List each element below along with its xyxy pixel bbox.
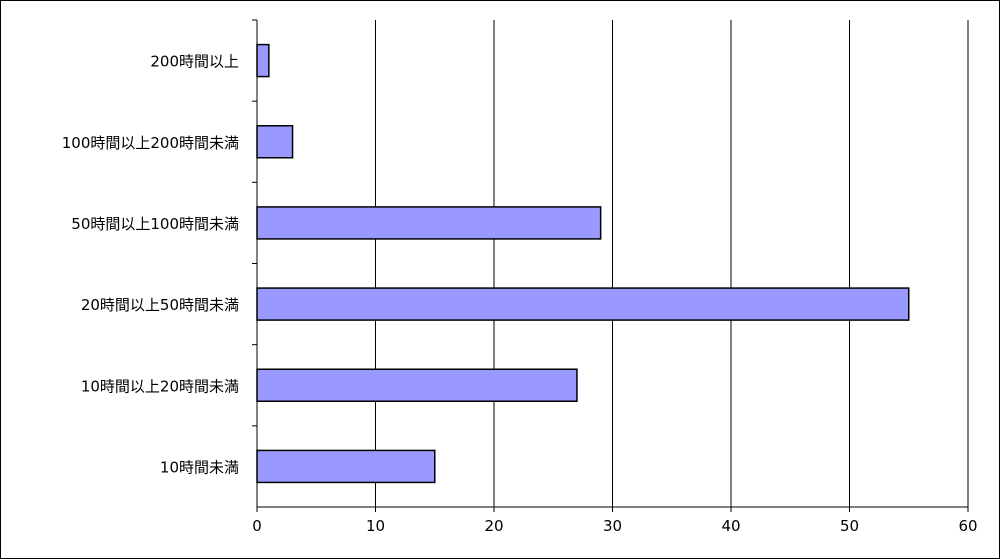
x-tick-label: 10	[366, 517, 385, 535]
category-label: 50時間以上100時間未満	[71, 215, 239, 233]
bar-3	[256, 287, 910, 321]
x-tick-label: 50	[840, 517, 859, 535]
x-tick-label: 0	[252, 517, 262, 535]
bar-2	[256, 206, 602, 240]
category-label: 20時間以上50時間未満	[81, 296, 239, 314]
bar-0	[256, 43, 270, 78]
bar-4	[256, 368, 578, 402]
tick-labels: 0 10 20 30 40 50 60 200時間以上 100時間以上200時間未満 50時間以上…	[62, 53, 978, 535]
x-tick-label: 20	[484, 517, 503, 535]
axes	[252, 19, 969, 512]
x-tick-label: 60	[958, 517, 977, 535]
bar-1	[256, 125, 294, 159]
x-tick-label: 30	[603, 517, 622, 535]
category-label: 10時間未満	[160, 458, 239, 476]
category-label: 100時間以上200時間未満	[62, 134, 239, 152]
category-label: 10時間以上20時間未満	[81, 377, 239, 395]
bars	[256, 43, 910, 484]
x-tick-label: 40	[721, 517, 740, 535]
bar-5	[256, 449, 436, 484]
category-label: 200時間以上	[150, 53, 239, 71]
grid-lines	[375, 20, 969, 507]
